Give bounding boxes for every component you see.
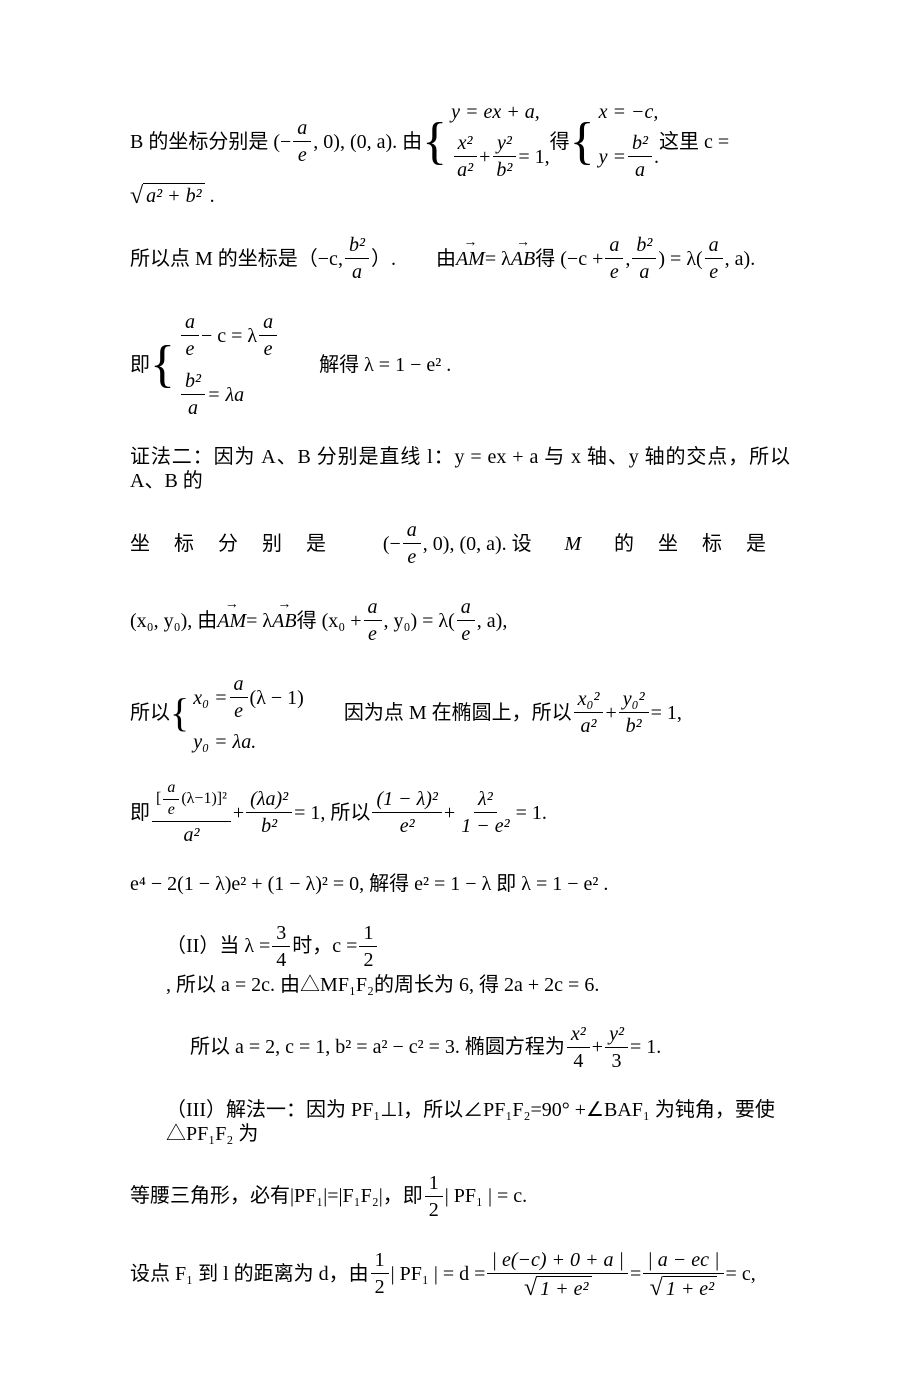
text: 得 bbox=[550, 130, 570, 154]
sys3-r1: ae − c = λ ae bbox=[179, 309, 279, 362]
sys4-r2: y₀ = λa. bbox=[193, 730, 304, 754]
page-content: B 的坐标分别是 (− a e , 0), (0, a). 由 { y = ex… bbox=[0, 0, 920, 1385]
text: 这里 c = bbox=[659, 130, 729, 154]
line-3: 即 { ae − c = λ ae b²a = λa 解得 λ = 1 − e²… bbox=[130, 309, 790, 421]
vec-ab: AB bbox=[511, 247, 535, 271]
system-3: { ae − c = λ ae b²a = λa bbox=[150, 309, 279, 421]
line-10: （II）当 λ = 34 时，c = 12 , 所以 a = 2c. 由△MF₁… bbox=[166, 920, 790, 997]
sys3-r2: b²a = λa bbox=[179, 368, 279, 421]
sys1-r1: y = ex + a, bbox=[451, 100, 550, 124]
sys2-r1: x = −c, bbox=[599, 100, 659, 124]
text: , 0), (0, a). 由 bbox=[313, 130, 422, 154]
line-6: (x₀, y₀), 由 AM = λ AB 得 (x₀ + ae , y₀) =… bbox=[130, 594, 790, 647]
line-11: 所以 a = 2, c = 1, b² = a² − c² = 3. 椭圆方程为… bbox=[190, 1021, 790, 1074]
sys2-r2: y = b²a . bbox=[599, 130, 659, 183]
system-2: { x = −c, y = b²a . bbox=[570, 100, 659, 183]
line-4: 证法二：因为 A、B 分别是直线 l：y = ex + a 与 x 轴、y 轴的… bbox=[130, 445, 790, 493]
text: B 的坐标分别是 (− bbox=[130, 130, 291, 154]
system-4: { x₀ = ae (λ − 1) y₀ = λa. bbox=[170, 671, 304, 754]
line-14: 设点 F₁ 到 l 的距离为 d，由 12 | PF₁ | = d = | e(… bbox=[130, 1247, 790, 1301]
vec-am-2: AM bbox=[217, 609, 246, 633]
sqrt-1: √a² + b² bbox=[130, 183, 205, 208]
sys4-r1: x₀ = ae (λ − 1) bbox=[193, 671, 304, 724]
text: 所以点 M 的坐标是（−c, bbox=[130, 247, 343, 271]
system-1: { y = ex + a, x²a² + y²b² = 1, bbox=[422, 100, 550, 183]
sys1-r2: x²a² + y²b² = 1, bbox=[451, 130, 550, 183]
vec-am: AM bbox=[456, 247, 485, 271]
line-7: 所以 { x₀ = ae (λ − 1) y₀ = λa. 因为点 M 在椭圆上… bbox=[130, 671, 790, 754]
line-5: 坐标分别是 (− ae , 0), (0, a). 设 M 的坐标是 bbox=[130, 517, 790, 570]
vec-ab-2: AB bbox=[272, 609, 296, 633]
line-8: 即 [ae(λ−1)]²a² + (λa)²b² = 1, 所以 (1 − λ)… bbox=[130, 778, 790, 848]
line-12: （III）解法一：因为 PF₁⊥l，所以∠PF₁F₂=90° +∠BAF₁ 为钝… bbox=[166, 1098, 790, 1146]
line-2: 所以点 M 的坐标是（−c, b²a ）. 由 AM = λ AB 得 (−c … bbox=[130, 232, 790, 285]
line-9: e⁴ − 2(1 − λ)e² + (1 − λ)² = 0, 解得 e² = … bbox=[130, 872, 790, 896]
line-13: 等腰三角形，必有|PF₁|=|F₁F₂|，即 12 | PF₁ | = c. bbox=[130, 1170, 790, 1223]
line-1: B 的坐标分别是 (− a e , 0), (0, a). 由 { y = ex… bbox=[130, 100, 790, 208]
frac-a-e: a e bbox=[293, 115, 311, 168]
